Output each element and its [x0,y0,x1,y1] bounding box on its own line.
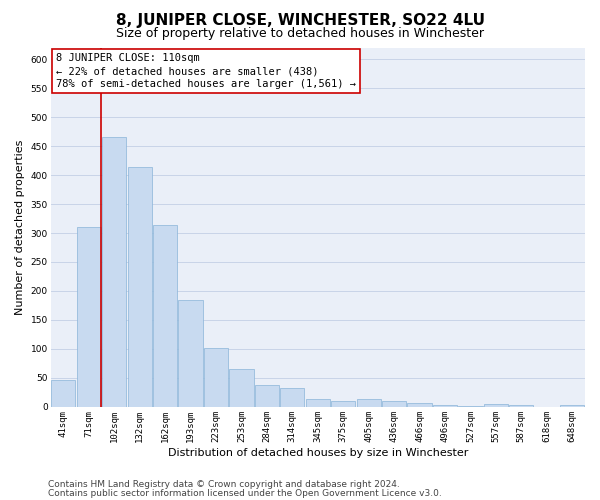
Bar [51,380,76,407]
Bar [306,400,330,407]
Bar [204,348,228,407]
Bar [331,401,355,407]
Bar [484,404,508,407]
Text: 8, JUNIPER CLOSE, WINCHESTER, SO22 4LU: 8, JUNIPER CLOSE, WINCHESTER, SO22 4LU [115,12,485,28]
Bar [128,168,152,407]
X-axis label: Distribution of detached houses by size in Winchester: Distribution of detached houses by size … [167,448,468,458]
Text: Contains HM Land Registry data © Crown copyright and database right 2024.: Contains HM Land Registry data © Crown c… [48,480,400,489]
Text: Contains public sector information licensed under the Open Government Licence v3: Contains public sector information licen… [48,488,442,498]
Bar [407,404,431,407]
Bar [356,400,381,407]
Text: 8 JUNIPER CLOSE: 110sqm
← 22% of detached houses are smaller (438)
78% of semi-d: 8 JUNIPER CLOSE: 110sqm ← 22% of detache… [56,53,356,90]
Bar [458,406,482,407]
Bar [255,385,279,407]
Bar [509,405,533,407]
Bar [102,138,126,407]
Bar [280,388,304,407]
Bar [77,227,101,407]
Y-axis label: Number of detached properties: Number of detached properties [15,140,25,315]
Bar [153,226,177,407]
Bar [178,300,203,407]
Bar [560,405,584,407]
Text: Size of property relative to detached houses in Winchester: Size of property relative to detached ho… [116,28,484,40]
Bar [382,401,406,407]
Bar [229,369,254,407]
Bar [433,405,457,407]
